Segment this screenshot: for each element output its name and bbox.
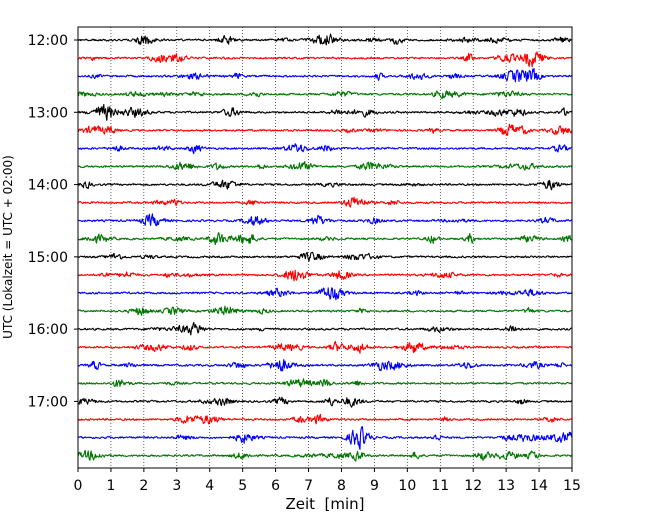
- trace-4: [77, 90, 573, 100]
- trace-3: [77, 67, 572, 83]
- trace-6: [77, 123, 573, 136]
- x-tick-label-3: 3: [172, 478, 181, 494]
- trace-21: [77, 396, 573, 408]
- trace-23: [77, 426, 573, 450]
- trace-17: [77, 321, 572, 336]
- x-axis-title: Zeit [min]: [285, 495, 364, 513]
- trace-20: [77, 378, 573, 388]
- x-axis-ticks: 0 1 2 3 4 5 6 7 8 9 10 11 12 13 14 15: [74, 468, 581, 494]
- y-tick-label-16:00: 16:00: [28, 322, 68, 338]
- trace-8: [77, 160, 573, 171]
- y-tick-label-15:00: 15:00: [28, 250, 68, 266]
- trace-12: [77, 232, 573, 246]
- x-tick-label-11: 11: [431, 478, 449, 494]
- y-tick-label-13:00: 13:00: [28, 105, 68, 121]
- y-tick-label-17:00: 17:00: [28, 394, 68, 410]
- y-axis-ticks: 12:00 13:00 14:00 15:00 16:00 17:00: [28, 33, 78, 410]
- plot-background: [78, 27, 572, 468]
- x-tick-label-1: 1: [106, 478, 115, 494]
- trace-5: [77, 103, 573, 121]
- x-tick-label-10: 10: [398, 478, 416, 494]
- x-tick-label-9: 9: [370, 478, 379, 494]
- trace-group: [77, 33, 573, 462]
- plot-frame: [77, 26, 573, 469]
- trace-14: [77, 269, 573, 282]
- x-tick-label-14: 14: [530, 478, 548, 494]
- x-tick-label-13: 13: [497, 478, 515, 494]
- trace-24: [77, 449, 573, 462]
- trace-10: [77, 196, 572, 208]
- trace-15: [77, 287, 573, 301]
- trace-13: [77, 251, 573, 262]
- trace-19: [77, 359, 572, 372]
- x-tick-label-8: 8: [337, 478, 346, 494]
- y-tick-label-12:00: 12:00: [28, 33, 68, 49]
- x-tick-label-6: 6: [271, 478, 280, 494]
- trace-11: [77, 213, 573, 227]
- x-tick-label-4: 4: [205, 478, 214, 494]
- x-tick-label-5: 5: [238, 478, 247, 494]
- trace-2: [77, 51, 573, 68]
- x-tick-label-15: 15: [563, 478, 581, 494]
- trace-9: [77, 179, 573, 191]
- trace-16: [77, 305, 572, 316]
- x-tick-label-7: 7: [304, 478, 313, 494]
- y-axis-title: UTC (Lokalzeit = UTC + 02:00): [1, 155, 15, 339]
- trace-7: [77, 143, 572, 155]
- x-tick-label-12: 12: [464, 478, 482, 494]
- y-tick-label-14:00: 14:00: [28, 178, 68, 194]
- x-tick-label-2: 2: [139, 478, 148, 494]
- trace-18: [77, 340, 573, 354]
- trace-22: [77, 413, 572, 425]
- trace-1: [77, 33, 572, 46]
- x-tick-label-0: 0: [74, 478, 83, 494]
